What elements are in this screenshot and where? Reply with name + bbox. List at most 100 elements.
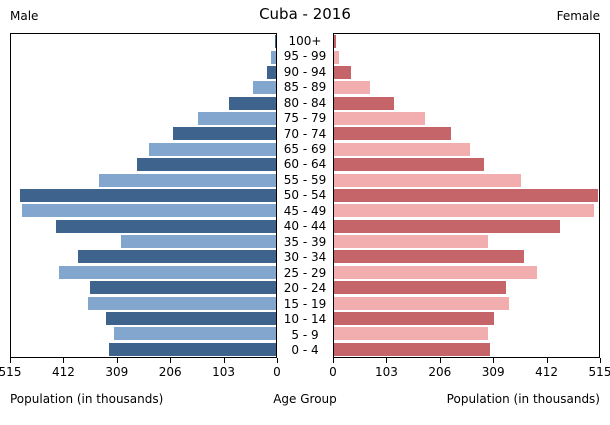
bar-row-female-0-4 [334, 342, 599, 357]
x-tick-right-0 [333, 358, 334, 363]
age-label-55-59: 55 - 59 [283, 172, 327, 187]
bar-row-female-75-79 [334, 111, 599, 126]
bar-row-female-35-39 [334, 234, 599, 249]
bar-row-male-10-14 [11, 311, 276, 326]
bar-row-male-90-94 [11, 65, 276, 80]
age-label-65-69: 65 - 69 [283, 142, 327, 157]
bar-row-female-90-94 [334, 65, 599, 80]
age-label-30-34: 30 - 34 [283, 250, 327, 265]
bar-row-male-40-44 [11, 219, 276, 234]
x-tick-label-left-103: 103 [212, 365, 236, 379]
female-bar-65-69 [334, 142, 471, 156]
male-bar-50-54 [19, 188, 276, 202]
female-bar-15-19 [334, 296, 510, 310]
male-bar-40-44 [56, 219, 276, 233]
female-bars-container [334, 34, 599, 357]
bar-row-male-20-24 [11, 280, 276, 295]
male-bar-100+ [274, 35, 276, 49]
bar-row-male-15-19 [11, 295, 276, 310]
age-group-labels: 100+ 95 - 99 90 - 94 85 - 89 80 - 84 75 - 79 7… [277, 33, 333, 358]
male-bar-75-79 [198, 112, 276, 126]
x-tick-left-515 [10, 358, 11, 363]
bar-row-female-45-49 [334, 203, 599, 218]
bar-row-female-100+ [334, 34, 599, 49]
age-label-80-84: 80 - 84 [283, 95, 327, 110]
bar-row-male-45-49 [11, 203, 276, 218]
x-tick-right-206 [439, 358, 441, 363]
x-tick-left-0 [277, 358, 278, 363]
bar-row-female-10-14 [334, 311, 599, 326]
bar-row-female-50-54 [334, 188, 599, 203]
age-label-10-14: 10 - 14 [283, 312, 327, 327]
male-bar-55-59 [99, 173, 276, 187]
male-bar-85-89 [253, 81, 276, 95]
male-bar-25-29 [59, 265, 276, 279]
bar-row-male-100+ [11, 34, 276, 49]
bar-row-female-85-89 [334, 80, 599, 95]
female-bar-50-54 [334, 188, 599, 202]
age-group-axis-label: Age Group [273, 392, 337, 406]
age-label-0-4: 0 - 4 [291, 343, 319, 358]
x-tick-label-right-515: 515 [588, 365, 610, 379]
male-bar-5-9 [113, 327, 276, 341]
age-label-70-74: 70 - 74 [283, 126, 327, 141]
age-label-95-99: 95 - 99 [283, 49, 327, 64]
bar-row-female-15-19 [334, 295, 599, 310]
x-tick-left-206 [170, 358, 172, 363]
female-bar-20-24 [334, 281, 507, 295]
male-bar-95-99 [271, 50, 276, 64]
female-bar-25-29 [334, 265, 537, 279]
female-plot-area [333, 33, 600, 358]
female-bar-80-84 [334, 96, 395, 110]
age-label-85-89: 85 - 89 [283, 80, 327, 95]
bar-row-female-20-24 [334, 280, 599, 295]
male-bar-60-64 [136, 158, 276, 172]
male-bar-45-49 [21, 204, 276, 218]
female-bar-100+ [334, 35, 336, 49]
x-tick-label-right-0: 0 [329, 365, 337, 379]
female-bar-5-9 [334, 327, 489, 341]
x-tick-left-412 [63, 358, 65, 363]
male-bar-0-4 [109, 342, 276, 356]
bar-row-male-65-69 [11, 142, 276, 157]
male-axis-title: Male [10, 9, 39, 23]
bar-row-female-70-74 [334, 126, 599, 141]
x-tick-label-right-103: 103 [374, 365, 398, 379]
x-tick-label-left-309: 309 [105, 365, 129, 379]
female-bar-35-39 [334, 235, 488, 249]
x-tick-label-right-412: 412 [535, 365, 559, 379]
bar-row-female-65-69 [334, 142, 599, 157]
female-xaxis-label: Population (in thousands) [446, 392, 600, 406]
male-bar-65-69 [149, 142, 276, 156]
age-label-50-54: 50 - 54 [283, 188, 327, 203]
male-bar-70-74 [172, 127, 276, 141]
bar-row-female-30-34 [334, 249, 599, 264]
bar-row-male-70-74 [11, 126, 276, 141]
age-label-25-29: 25 - 29 [283, 265, 327, 280]
bar-row-male-60-64 [11, 157, 276, 172]
female-bar-85-89 [334, 81, 370, 95]
age-label-100+: 100+ [288, 33, 322, 48]
female-bar-95-99 [334, 50, 340, 64]
age-label-40-44: 40 - 44 [283, 219, 327, 234]
age-label-5-9: 5 - 9 [291, 327, 319, 342]
bar-row-male-85-89 [11, 80, 276, 95]
female-bar-75-79 [334, 112, 426, 126]
female-bar-55-59 [334, 173, 521, 187]
x-tick-right-103 [386, 358, 388, 363]
female-bar-90-94 [334, 65, 351, 79]
bar-row-male-30-34 [11, 249, 276, 264]
female-bar-45-49 [334, 204, 594, 218]
x-tick-label-left-0: 0 [273, 365, 281, 379]
male-bar-80-84 [228, 96, 276, 110]
bar-row-male-95-99 [11, 49, 276, 64]
bar-row-male-0-4 [11, 342, 276, 357]
male-bars-container [11, 34, 276, 357]
male-bar-35-39 [121, 235, 276, 249]
female-axis-title: Female [556, 9, 600, 23]
x-tick-left-103 [223, 358, 225, 363]
female-bar-0-4 [334, 342, 491, 356]
bar-row-male-55-59 [11, 172, 276, 187]
female-bar-10-14 [334, 311, 494, 325]
